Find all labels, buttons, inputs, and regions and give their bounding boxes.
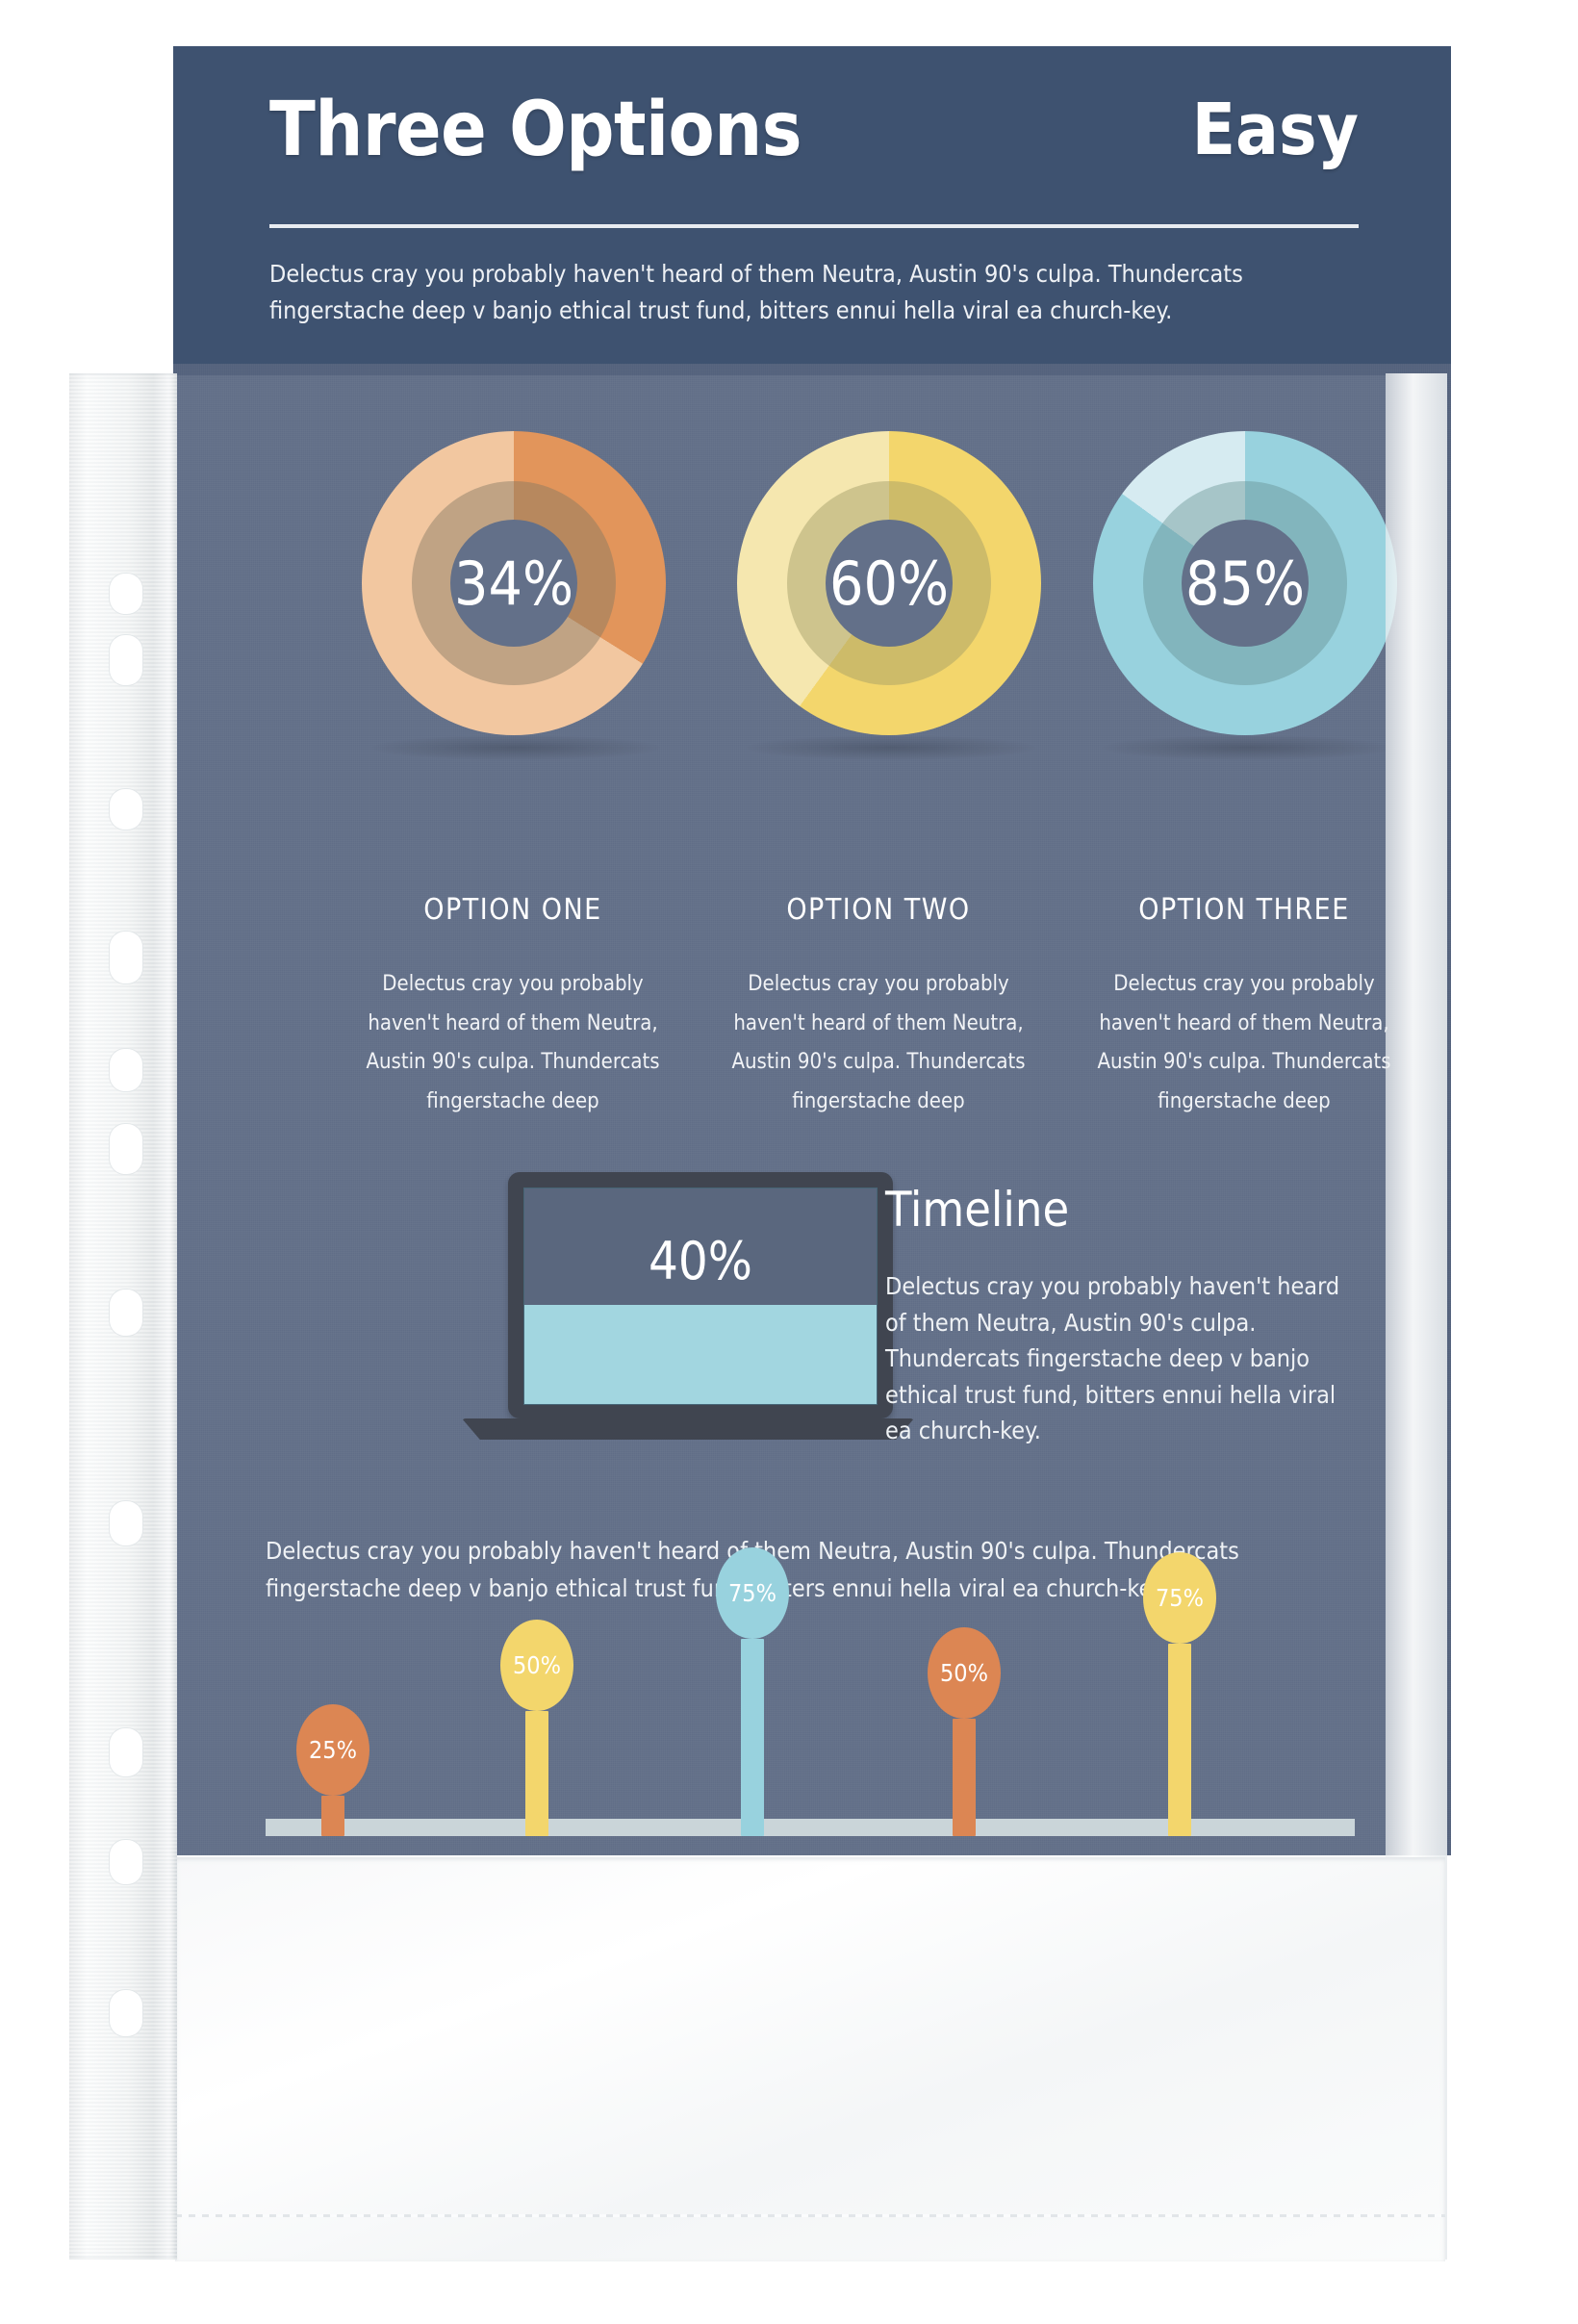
punch-hole: [110, 1990, 142, 2036]
option-column-three: OPTION THREE Delectus cray you probably …: [1066, 893, 1422, 1122]
timeline-bubble-label: 50%: [940, 1659, 988, 1687]
option-column-two: OPTION TWO Delectus cray you probably ha…: [700, 893, 1056, 1122]
timeline-bubble: 50%: [928, 1627, 1001, 1719]
sleeve-bottom-pocket: [175, 1857, 1445, 2261]
donut-chart-option-one: 34%: [362, 431, 666, 735]
punch-hole: [110, 574, 142, 614]
timeline-bubble-label: 50%: [513, 1651, 561, 1679]
punch-hole: [110, 1840, 142, 1884]
donut-hole: [450, 520, 577, 647]
punch-hole: [110, 1124, 142, 1174]
laptop-screen: 40%: [523, 1188, 878, 1405]
timeline-bar: [525, 1711, 548, 1836]
timeline-bubble-label: 75%: [728, 1579, 776, 1607]
punch-hole: [110, 635, 142, 685]
punch-hole: [110, 1501, 142, 1545]
option-title: OPTION TWO: [786, 893, 971, 927]
option-body: Delectus cray you probably haven't heard…: [366, 972, 660, 1114]
punch-hole: [110, 1728, 142, 1776]
timeline-bubble: 75%: [716, 1547, 789, 1639]
donut-hole: [826, 520, 953, 647]
donut-chart-option-two: 60%: [737, 431, 1041, 735]
punch-hole: [110, 932, 142, 983]
option-column-one: OPTION ONE Delectus cray you probably ha…: [335, 893, 691, 1122]
timeline-bubble: 50%: [500, 1620, 573, 1711]
donut-value-label: 60%: [829, 548, 949, 619]
laptop-value-label: 40%: [649, 1231, 752, 1291]
timeline-bubble-label: 75%: [1156, 1584, 1204, 1612]
option-title: OPTION THREE: [1138, 893, 1350, 927]
timeline-bar: [321, 1796, 344, 1836]
donut-value-label: 85%: [1185, 548, 1305, 619]
timeline-bubble: 75%: [1143, 1552, 1216, 1644]
sleeve-binding-strip: [69, 373, 177, 2260]
timeline-chart: 25% 50% 75% 50% 75%: [266, 1547, 1355, 1855]
laptop-lid: 40%: [508, 1172, 893, 1418]
timeline-axis: [266, 1819, 1355, 1836]
timeline-bubble-label: 25%: [309, 1736, 357, 1764]
donut-value-label: 34%: [454, 548, 573, 619]
donut-chart-option-three: 85%: [1093, 431, 1397, 735]
timeline-bar: [1168, 1644, 1191, 1836]
header-accent-word: Easy: [1191, 89, 1359, 171]
punch-hole: [110, 1049, 142, 1091]
timeline-heading: Timeline: [885, 1182, 1070, 1238]
timeline-bubble: 25%: [296, 1704, 369, 1796]
punch-hole: [110, 1290, 142, 1336]
donut-shadow: [371, 735, 660, 760]
laptop-base: [462, 1418, 914, 1440]
card-header: Three Options Easy Delectus cray you pro…: [173, 46, 1451, 364]
header-divider: [269, 224, 1359, 228]
header-paragraph: Delectus cray you probably haven't heard…: [269, 260, 1243, 324]
donut-shadow: [747, 735, 1035, 760]
page-title: Three Options: [269, 87, 802, 173]
option-body: Delectus cray you probably haven't heard…: [731, 972, 1026, 1114]
infographic-card: Three Options Easy Delectus cray you pro…: [173, 46, 1451, 1855]
timeline-bar: [741, 1639, 764, 1836]
timeline-paragraph: Delectus cray you probably haven't heard…: [885, 1272, 1340, 1444]
option-body: Delectus cray you probably haven't heard…: [1097, 972, 1391, 1114]
laptop-illustration: 40%: [462, 1172, 914, 1451]
donut-hole: [1182, 520, 1309, 647]
option-title: OPTION ONE: [423, 893, 602, 927]
punch-hole: [110, 789, 142, 830]
timeline-bar: [953, 1719, 976, 1836]
progress-fill: [524, 1304, 877, 1404]
donut-shadow: [1103, 735, 1391, 760]
